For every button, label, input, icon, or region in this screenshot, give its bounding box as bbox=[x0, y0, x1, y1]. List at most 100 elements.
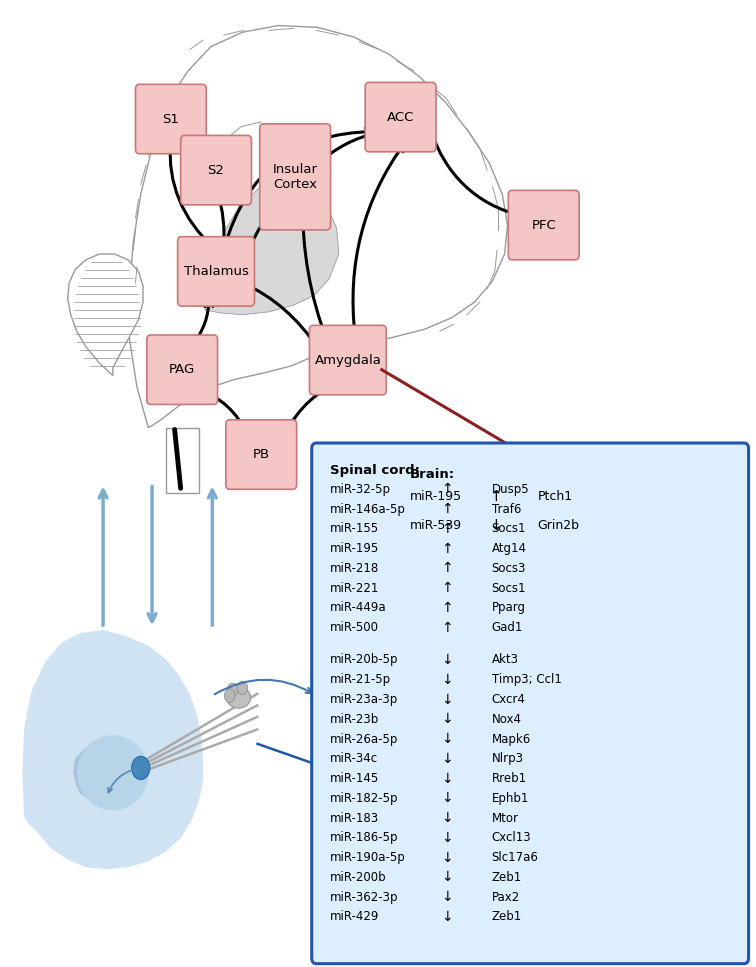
Text: miR-183: miR-183 bbox=[330, 811, 379, 825]
Text: Zeb1: Zeb1 bbox=[491, 910, 522, 923]
Text: ↓: ↓ bbox=[441, 751, 452, 766]
FancyArrowPatch shape bbox=[196, 387, 249, 437]
FancyArrowPatch shape bbox=[316, 131, 378, 165]
Text: S1: S1 bbox=[163, 112, 179, 126]
Text: Akt3: Akt3 bbox=[491, 654, 519, 666]
Text: miR-539: miR-539 bbox=[410, 519, 462, 533]
Text: Cxcl13: Cxcl13 bbox=[491, 832, 531, 844]
Text: ↓: ↓ bbox=[490, 518, 503, 534]
Text: miR-20b-5p: miR-20b-5p bbox=[330, 654, 398, 666]
Text: Socs3: Socs3 bbox=[491, 562, 526, 574]
FancyArrowPatch shape bbox=[302, 201, 327, 339]
Text: Nlrp3: Nlrp3 bbox=[491, 752, 524, 765]
Text: Thalamus: Thalamus bbox=[184, 265, 249, 278]
FancyBboxPatch shape bbox=[309, 325, 386, 395]
Text: ACC: ACC bbox=[387, 110, 414, 124]
FancyBboxPatch shape bbox=[147, 335, 218, 404]
Text: miR-195: miR-195 bbox=[410, 490, 462, 504]
FancyBboxPatch shape bbox=[226, 420, 296, 489]
Circle shape bbox=[237, 681, 248, 694]
Text: ↓: ↓ bbox=[441, 851, 452, 864]
FancyArrowPatch shape bbox=[430, 130, 521, 218]
Text: miR-195: miR-195 bbox=[330, 542, 379, 555]
Text: S2: S2 bbox=[208, 163, 225, 177]
Text: miR-23b: miR-23b bbox=[330, 713, 379, 726]
Text: miR-500: miR-500 bbox=[330, 621, 379, 634]
Text: ↓: ↓ bbox=[441, 653, 452, 667]
Text: miR-221: miR-221 bbox=[330, 581, 380, 595]
FancyBboxPatch shape bbox=[181, 135, 252, 205]
Text: miR-362-3p: miR-362-3p bbox=[330, 891, 398, 903]
Text: miR-21-5p: miR-21-5p bbox=[330, 673, 391, 687]
Text: Nox4: Nox4 bbox=[491, 713, 522, 726]
Text: miR-429: miR-429 bbox=[330, 910, 380, 923]
Text: ↑: ↑ bbox=[441, 522, 452, 536]
Text: Amygdala: Amygdala bbox=[314, 354, 381, 366]
FancyBboxPatch shape bbox=[135, 84, 206, 154]
Text: miR-145: miR-145 bbox=[330, 772, 379, 785]
Text: miR-26a-5p: miR-26a-5p bbox=[330, 733, 398, 746]
Text: Mtor: Mtor bbox=[491, 811, 519, 825]
FancyArrowPatch shape bbox=[281, 384, 335, 442]
Text: ↓: ↓ bbox=[441, 831, 452, 845]
FancyBboxPatch shape bbox=[395, 449, 735, 567]
Text: Gad1: Gad1 bbox=[491, 621, 523, 634]
Text: ↓: ↓ bbox=[441, 811, 452, 825]
Ellipse shape bbox=[77, 735, 149, 810]
Text: ↑: ↑ bbox=[441, 621, 452, 634]
FancyBboxPatch shape bbox=[365, 82, 436, 152]
Circle shape bbox=[228, 683, 238, 696]
Ellipse shape bbox=[227, 687, 251, 708]
Text: PFC: PFC bbox=[531, 219, 556, 231]
Text: ↓: ↓ bbox=[441, 713, 452, 726]
Text: Grin2b: Grin2b bbox=[538, 519, 580, 533]
Polygon shape bbox=[68, 254, 143, 375]
Text: Atg14: Atg14 bbox=[491, 542, 527, 555]
Text: Spinal cord:: Spinal cord: bbox=[330, 464, 420, 478]
FancyArrowPatch shape bbox=[166, 142, 214, 249]
Text: miR-32-5p: miR-32-5p bbox=[330, 483, 391, 496]
Text: Slc17a6: Slc17a6 bbox=[491, 851, 538, 864]
FancyArrowPatch shape bbox=[225, 128, 373, 248]
Text: miR-34c: miR-34c bbox=[330, 752, 378, 765]
Text: Pax2: Pax2 bbox=[491, 891, 520, 903]
Text: miR-218: miR-218 bbox=[330, 562, 379, 574]
Polygon shape bbox=[205, 183, 339, 315]
Polygon shape bbox=[73, 746, 133, 802]
Text: ↓: ↓ bbox=[441, 772, 452, 785]
Text: ↓: ↓ bbox=[441, 870, 452, 885]
FancyArrowPatch shape bbox=[353, 143, 404, 337]
FancyArrowPatch shape bbox=[244, 283, 318, 348]
Text: ↓: ↓ bbox=[441, 732, 452, 746]
Text: ↑: ↑ bbox=[441, 483, 452, 496]
Circle shape bbox=[132, 756, 150, 779]
FancyArrowPatch shape bbox=[216, 193, 224, 248]
Text: miR-146a-5p: miR-146a-5p bbox=[330, 503, 406, 515]
Text: Pparg: Pparg bbox=[491, 601, 525, 614]
Text: ↑: ↑ bbox=[441, 542, 452, 556]
FancyBboxPatch shape bbox=[178, 237, 255, 307]
Polygon shape bbox=[166, 427, 199, 493]
Text: Mapk6: Mapk6 bbox=[491, 733, 531, 746]
Text: Cxcr4: Cxcr4 bbox=[491, 693, 525, 706]
Text: ↑: ↑ bbox=[441, 502, 452, 516]
Text: Ephb1: Ephb1 bbox=[491, 792, 529, 805]
Text: Insular
Cortex: Insular Cortex bbox=[273, 162, 318, 190]
Text: ↑: ↑ bbox=[441, 562, 452, 575]
Text: ↓: ↓ bbox=[441, 673, 452, 687]
Text: miR-23a-3p: miR-23a-3p bbox=[330, 693, 398, 706]
Text: ↓: ↓ bbox=[441, 910, 452, 923]
Text: miR-155: miR-155 bbox=[330, 522, 379, 536]
FancyBboxPatch shape bbox=[311, 443, 748, 964]
Text: Zeb1: Zeb1 bbox=[491, 871, 522, 884]
FancyArrowPatch shape bbox=[246, 196, 280, 254]
Text: Socs1: Socs1 bbox=[491, 522, 526, 536]
Text: ↓: ↓ bbox=[441, 692, 452, 707]
Text: Traf6: Traf6 bbox=[491, 503, 521, 515]
Text: PB: PB bbox=[253, 448, 270, 461]
Text: miR-200b: miR-200b bbox=[330, 871, 386, 884]
Circle shape bbox=[225, 689, 235, 702]
FancyBboxPatch shape bbox=[260, 124, 330, 230]
Text: miR-449a: miR-449a bbox=[330, 601, 386, 614]
Polygon shape bbox=[23, 630, 203, 869]
